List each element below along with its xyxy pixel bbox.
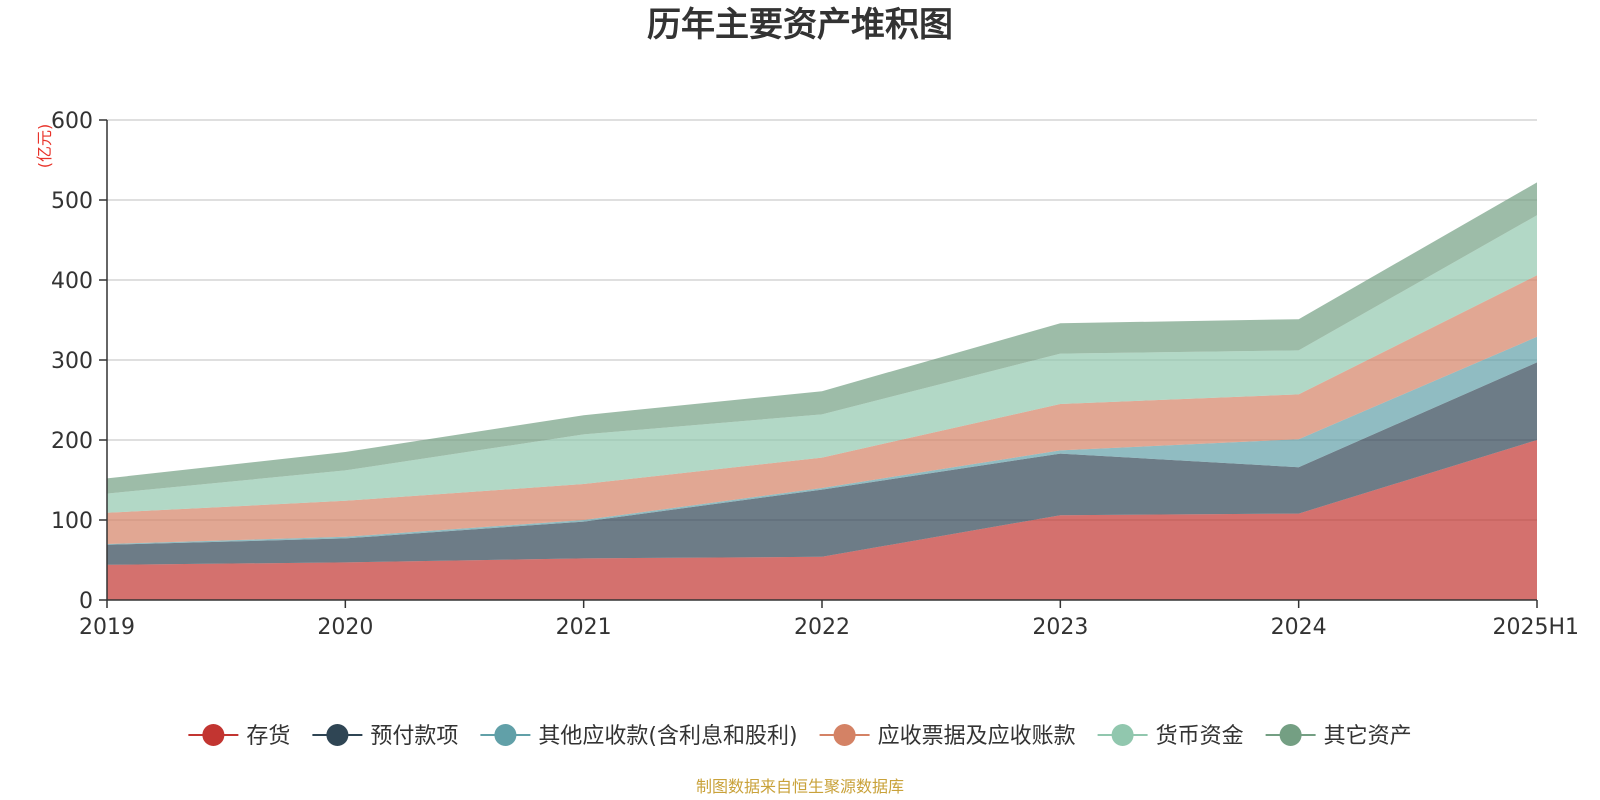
chart-title: 历年主要资产堆积图 [647,5,953,45]
legend-label: 存货 [246,724,290,749]
legend-marker-icon [202,724,225,746]
area-series-5 [107,215,1537,513]
x-tick-label: 2024 [1271,615,1327,640]
legend-item[interactable]: 其他应收款(含利息和股利) [480,724,798,749]
x-tick-label: 2021 [556,615,612,640]
y-tick-label: 300 [51,349,93,374]
area-series-4 [107,275,1537,544]
axes: 0 100 200 300 400 500 600 2019 2020 2021 2022 2023 2… [51,109,1579,640]
legend-marker-icon [1111,724,1134,746]
legend-label: 预付款项 [370,724,458,749]
source-note: 制图数据来自恒生聚源数据库 [696,777,904,796]
area-series-1 [107,440,1537,600]
y-tick-label: 200 [51,429,93,454]
legend-label: 货币资金 [1156,724,1244,749]
x-tick-label: 2019 [79,615,135,640]
legend: 存货 预付款项 其他应收款(含利息和股利) 应收票据及应收账款 货币资金 其它资产 [188,724,1412,749]
x-tick-label: 2023 [1032,615,1088,640]
legend-marker-icon [833,724,856,746]
legend-item[interactable]: 预付款项 [312,724,458,749]
area-series-6 [107,182,1537,494]
legend-item[interactable]: 应收票据及应收账款 [819,724,1076,749]
x-tick-label: 2025H1 [1492,615,1579,640]
y-tick-label: 100 [51,509,93,534]
legend-label: 其它资产 [1324,724,1412,749]
legend-marker-icon [1279,724,1302,746]
legend-label: 其他应收款(含利息和股利) [538,724,797,749]
legend-marker-icon [494,724,517,746]
legend-item[interactable]: 货币资金 [1097,724,1244,749]
area-series-layer [107,182,1537,600]
legend-item[interactable]: 存货 [188,724,290,749]
y-tick-label: 400 [51,269,93,294]
y-tick-label: 0 [79,589,93,614]
y-tick-label: 600 [51,109,93,134]
x-tick-label: 2022 [794,615,850,640]
legend-label: 应收票据及应收账款 [878,724,1076,749]
y-tick-label: 500 [51,189,93,214]
x-tick-label: 2020 [317,615,373,640]
area-series-2 [107,362,1537,565]
legend-marker-icon [326,724,349,746]
y-axis-unit-label: (亿元) [35,124,54,169]
legend-item[interactable]: 其它资产 [1265,724,1412,749]
